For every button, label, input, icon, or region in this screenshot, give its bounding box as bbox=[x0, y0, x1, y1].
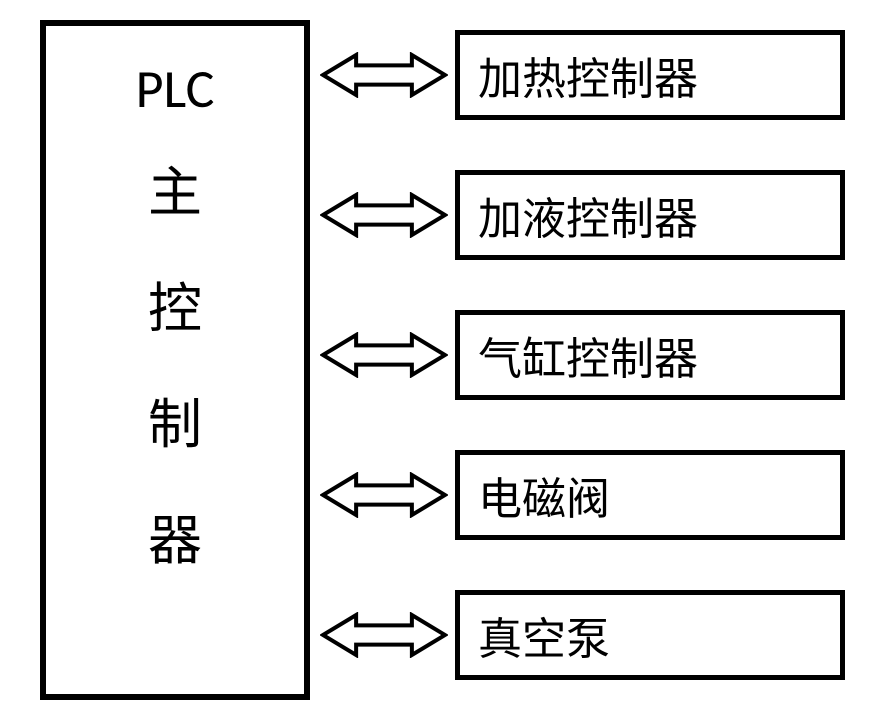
main-controller-char: 主 bbox=[148, 166, 202, 220]
solenoid-valve-label: 电磁阀 bbox=[478, 463, 610, 527]
main-controller-char: 器 bbox=[148, 514, 202, 568]
double-arrow-icon bbox=[320, 192, 448, 238]
main-controller-char: 制 bbox=[148, 398, 202, 452]
main-controller-vertical-label: 主控制器 bbox=[148, 166, 202, 568]
double-arrow-icon bbox=[320, 52, 448, 98]
double-arrow-icon bbox=[320, 472, 448, 518]
liquid-controller-label: 加液控制器 bbox=[478, 183, 698, 247]
liquid-controller-box: 加液控制器 bbox=[455, 170, 845, 260]
cylinder-controller-box: 气缸控制器 bbox=[455, 310, 845, 400]
heating-controller-box: 加热控制器 bbox=[455, 30, 845, 120]
plc-main-controller-box: PLC 主控制器 bbox=[40, 20, 310, 700]
cylinder-controller-label: 气缸控制器 bbox=[478, 323, 698, 387]
vacuum-pump-box: 真空泵 bbox=[455, 590, 845, 680]
vacuum-pump-label: 真空泵 bbox=[478, 603, 610, 667]
plc-label: PLC bbox=[136, 56, 215, 122]
solenoid-valve-box: 电磁阀 bbox=[455, 450, 845, 540]
main-controller-char: 控 bbox=[148, 282, 202, 336]
double-arrow-icon bbox=[320, 612, 448, 658]
heating-controller-label: 加热控制器 bbox=[478, 43, 698, 107]
diagram-canvas: PLC 主控制器 加热控制器 加液控制器 气缸控制器 电磁阀 真空泵 bbox=[0, 0, 883, 721]
double-arrow-icon bbox=[320, 332, 448, 378]
